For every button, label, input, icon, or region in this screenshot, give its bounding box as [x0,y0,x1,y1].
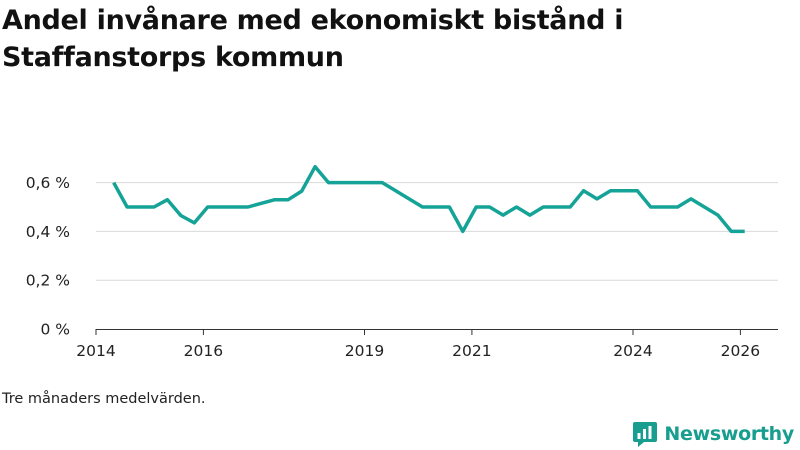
chart-title: Andel invånare med ekonomiskt bistånd i … [2,5,624,73]
gridlines [96,182,778,281]
x-axis-ticks: 2014 2016 2019 2021 2024 2026 [76,329,760,360]
x-tick-label: 2021 [452,342,491,360]
x-tick-label: 2024 [613,342,652,360]
y-tick-label: 0,2 % [26,272,70,290]
x-tick-label: 2016 [184,342,223,360]
newsworthy-brand: Newsworthy [632,420,794,448]
series-line [112,164,745,234]
x-tick-label: 2026 [721,342,760,360]
x-tick-label: 2014 [76,342,115,360]
series-layer [112,164,745,234]
x-tick-label: 2019 [345,342,384,360]
y-tick-label: 0 % [40,321,70,339]
newsworthy-logo-icon [633,422,658,447]
brand-name: Newsworthy [664,423,794,445]
chart-note: Tre månaders medelvärden. [2,391,206,407]
y-tick-label: 0,6 % [26,174,70,192]
line-chart: 0 %0,2 %0,4 %0,6 % 2014 2016 2019 2021 2024 2… [26,164,778,360]
y-tick-label: 0,4 % [26,223,70,241]
y-axis-tick-labels: 0 % 0,2 % 0,4 % 0,6 % [26,174,70,338]
